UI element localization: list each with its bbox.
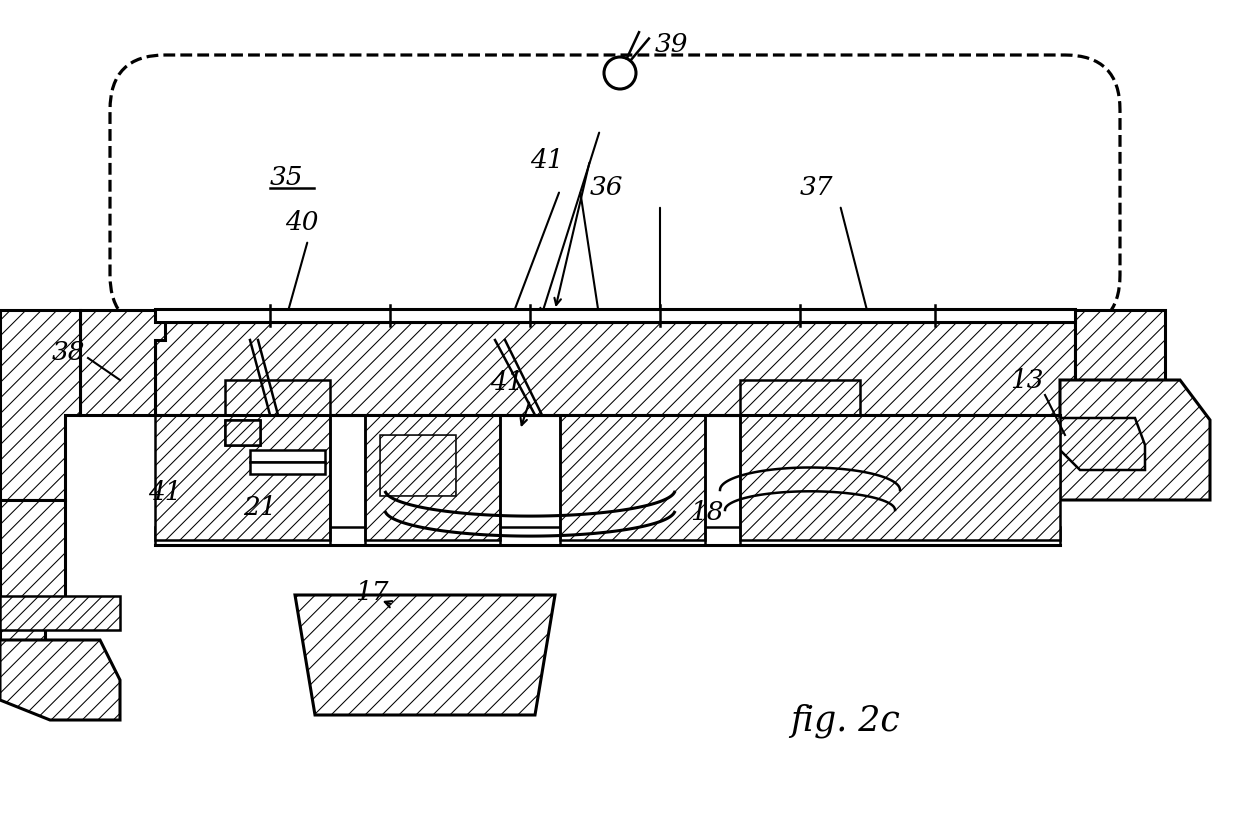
Polygon shape [365, 415, 500, 540]
Polygon shape [155, 415, 330, 540]
Text: 41: 41 [490, 370, 523, 395]
Text: 18: 18 [689, 500, 723, 525]
Text: 37: 37 [800, 175, 833, 200]
Text: 21: 21 [243, 495, 277, 520]
Polygon shape [224, 380, 330, 415]
Polygon shape [1060, 380, 1210, 500]
Polygon shape [1075, 310, 1166, 460]
Text: 13: 13 [1011, 368, 1044, 393]
Polygon shape [81, 310, 165, 415]
Bar [155, 309, 1075, 322]
Bar [250, 462, 325, 474]
Text: 41: 41 [148, 480, 181, 505]
Polygon shape [295, 595, 556, 715]
Polygon shape [379, 435, 455, 495]
Bar [155, 527, 1060, 545]
Bar [224, 420, 260, 445]
Polygon shape [155, 322, 1075, 415]
Polygon shape [0, 500, 64, 640]
Text: 35: 35 [270, 165, 304, 190]
Polygon shape [0, 596, 120, 630]
Polygon shape [0, 310, 81, 500]
Text: 36: 36 [590, 175, 624, 200]
Bar [379, 435, 455, 495]
Polygon shape [740, 415, 1060, 540]
Circle shape [604, 57, 636, 89]
Polygon shape [224, 420, 260, 445]
Text: 17: 17 [355, 580, 388, 605]
Text: 39: 39 [655, 32, 688, 57]
Text: fig. 2c: fig. 2c [790, 703, 900, 737]
Polygon shape [560, 415, 706, 540]
Text: 40: 40 [285, 210, 319, 235]
Polygon shape [740, 380, 861, 415]
Text: 41: 41 [529, 148, 563, 173]
Polygon shape [0, 640, 120, 720]
Bar [250, 450, 325, 462]
Text: 38: 38 [52, 340, 86, 365]
Polygon shape [1060, 418, 1145, 470]
